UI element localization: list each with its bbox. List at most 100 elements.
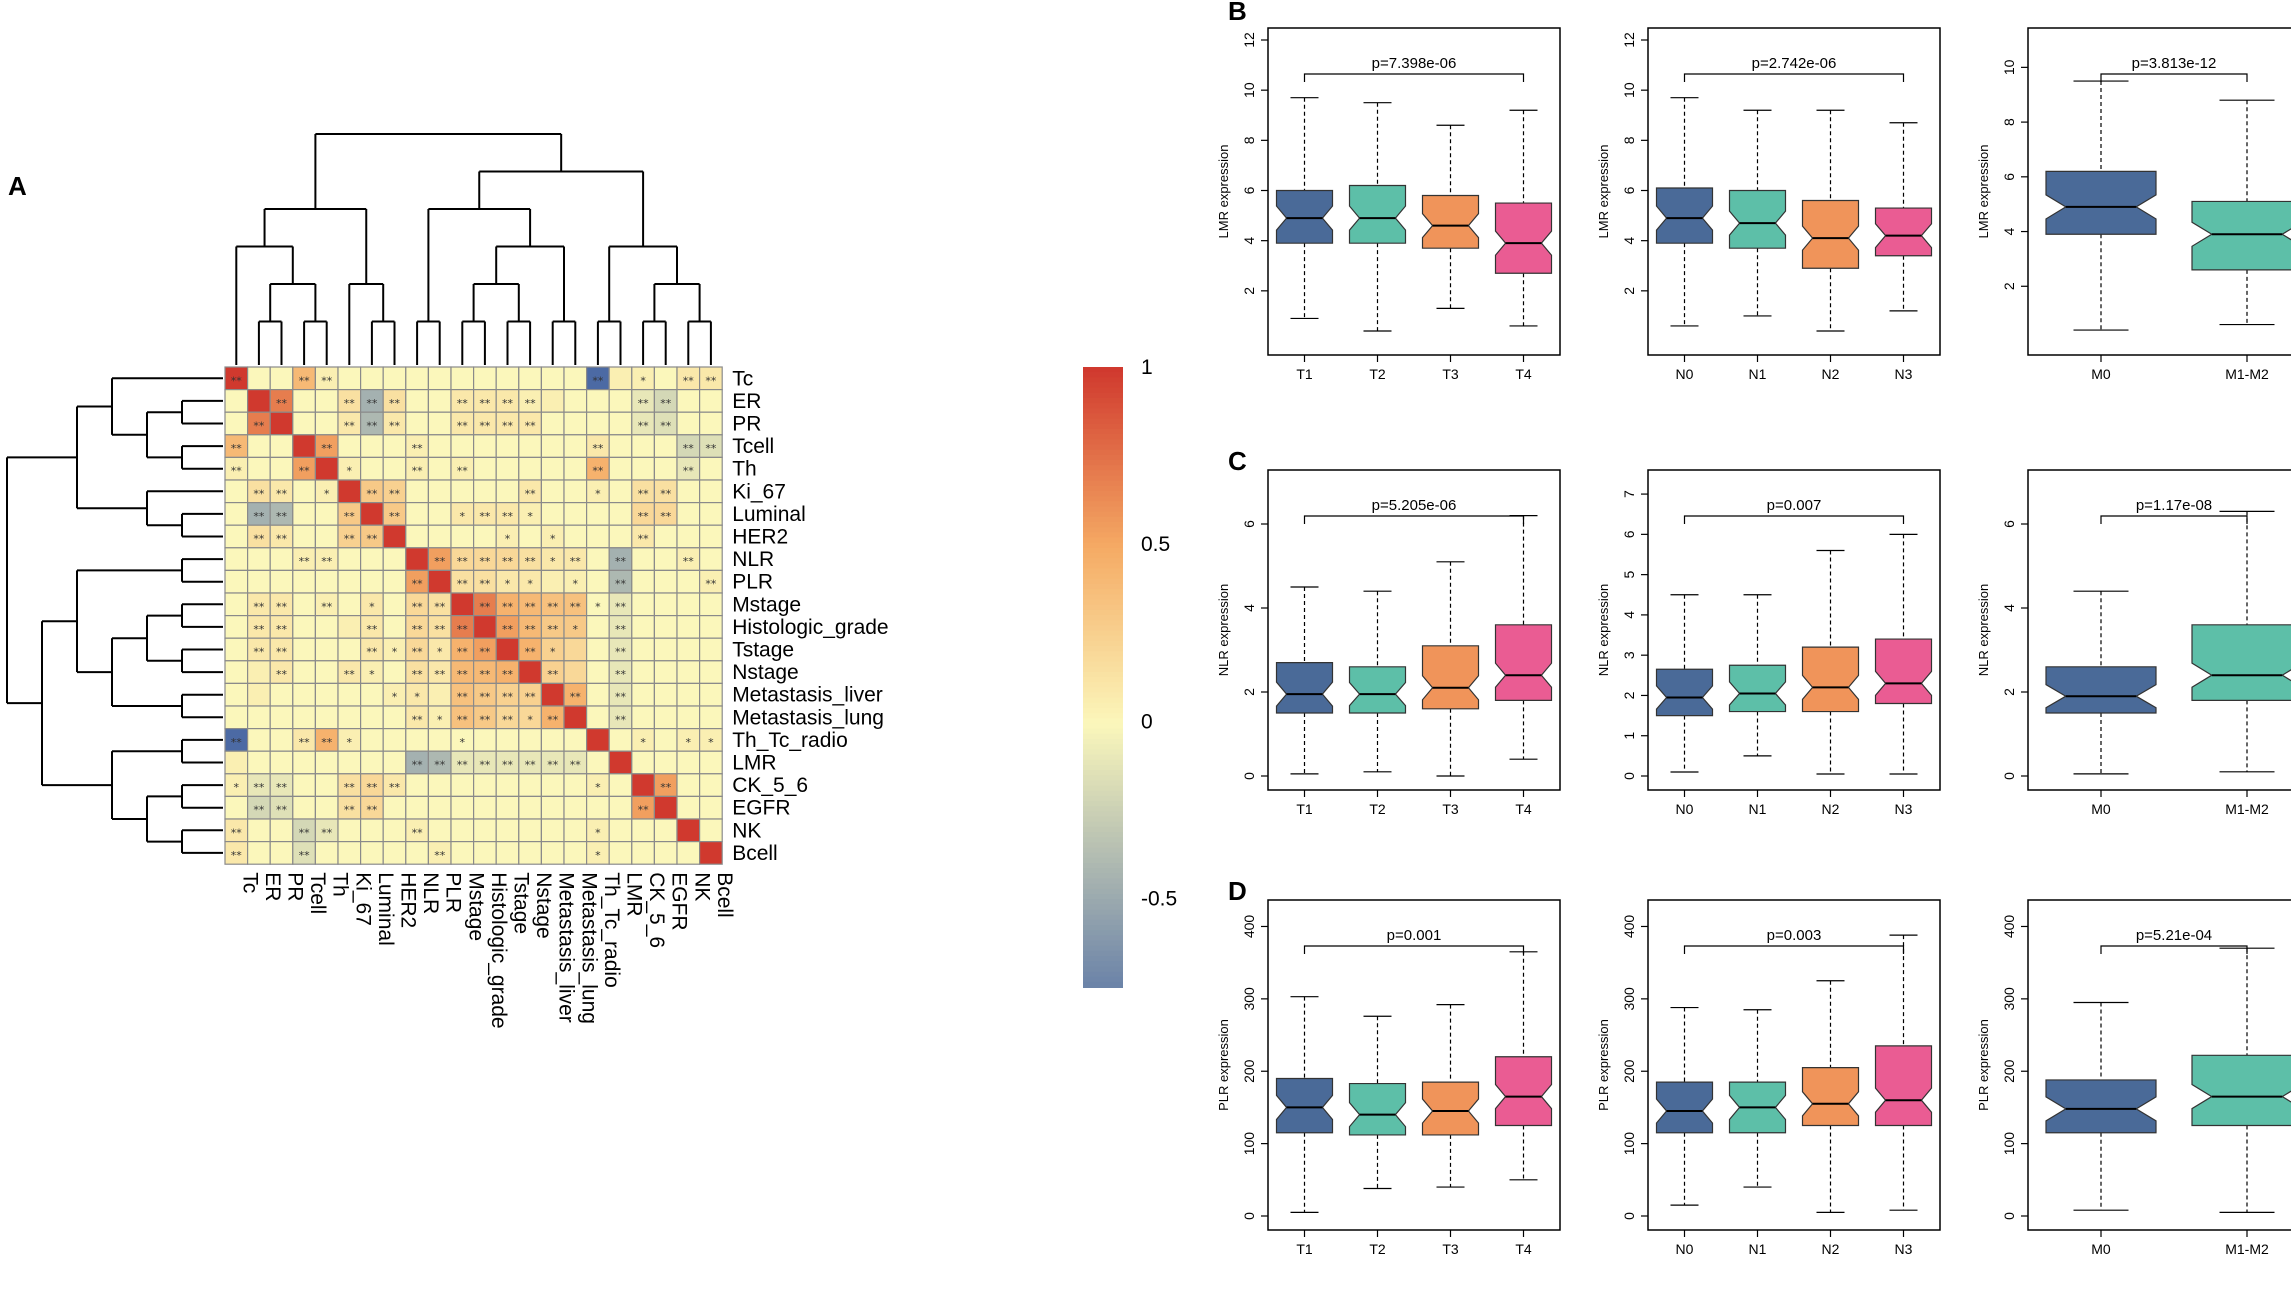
heatmap-cell xyxy=(337,818,362,843)
heatmap-cell xyxy=(314,705,339,730)
y-tick-label: 0 xyxy=(2001,772,2017,780)
heatmap-cell xyxy=(450,479,475,504)
heatmap-cell xyxy=(224,592,249,617)
heatmap-cell xyxy=(224,547,249,571)
y-tick-label: 4 xyxy=(1621,611,1637,619)
heatmap-cell xyxy=(563,660,588,684)
heatmap-cell xyxy=(518,660,542,684)
significance-mark: * xyxy=(686,736,692,749)
heatmap-cell xyxy=(382,750,407,775)
colorbar-step xyxy=(1083,728,1123,735)
heatmap-cell xyxy=(676,773,701,797)
colorbar-step xyxy=(1083,630,1123,637)
colorbar-step xyxy=(1083,646,1123,653)
panel-label-d: D xyxy=(1228,876,1247,906)
colorbar-step xyxy=(1083,981,1123,988)
column-label: Mstage xyxy=(464,872,487,941)
significance-mark: ** xyxy=(638,397,650,410)
heatmap-cell xyxy=(247,727,271,752)
heatmap-cell xyxy=(653,705,678,730)
heatmap-cell xyxy=(698,773,723,797)
heatmap-cell xyxy=(337,614,362,639)
significance-mark: ** xyxy=(412,713,424,726)
y-tick-label: 2 xyxy=(1621,691,1637,699)
significance-mark: ** xyxy=(525,623,537,636)
box xyxy=(1801,1067,1860,1127)
colorbar-step xyxy=(1083,496,1123,503)
column-label: NK xyxy=(690,872,713,901)
colorbar-step xyxy=(1083,837,1123,844)
significance-mark: ** xyxy=(638,487,650,500)
colorbar-step xyxy=(1083,847,1123,854)
heatmap-cell xyxy=(382,614,407,639)
heatmap-cell xyxy=(676,614,701,639)
heatmap-cell xyxy=(269,727,294,752)
heatmap-cell xyxy=(405,366,429,391)
colorbar-step xyxy=(1083,527,1123,534)
colorbar-step xyxy=(1083,795,1123,802)
pvalue-label: p=1.17e-08 xyxy=(2136,497,2212,514)
heatmap-cell xyxy=(676,411,701,436)
significance-mark: ** xyxy=(525,646,537,659)
colorbar-step xyxy=(1083,470,1123,477)
heatmap-cell xyxy=(292,524,316,549)
heatmap-cell xyxy=(631,456,655,481)
heatmap-cell xyxy=(247,750,271,775)
significance-mark: ** xyxy=(412,646,424,659)
box xyxy=(1494,624,1553,702)
x-tick-label: T3 xyxy=(1442,366,1459,382)
column-label: PLR xyxy=(442,872,465,913)
heatmap-cell xyxy=(631,547,655,571)
significance-mark: ** xyxy=(705,374,717,387)
heatmap-cell xyxy=(360,840,384,865)
significance-mark: ** xyxy=(412,826,424,839)
column-label: Histologic_grade xyxy=(487,872,510,1028)
colorbar-step xyxy=(1083,687,1123,694)
y-tick-label: 6 xyxy=(2001,520,2017,528)
heatmap-cell xyxy=(382,456,407,481)
y-tick-label: 6 xyxy=(1241,186,1257,194)
significance-mark: ** xyxy=(321,826,333,839)
significance-mark: * xyxy=(369,668,375,681)
y-tick-label: 300 xyxy=(1621,987,1637,1011)
heatmap-cell xyxy=(585,750,610,775)
y-tick-label: 4 xyxy=(2001,227,2017,235)
heatmap-cell xyxy=(292,795,316,820)
heatmap-cell xyxy=(382,727,407,752)
significance-mark: ** xyxy=(479,600,491,613)
heatmap-cell xyxy=(292,705,316,730)
heatmap-cell xyxy=(585,389,610,413)
heatmap-cell xyxy=(269,366,294,391)
colorbar-step xyxy=(1083,604,1123,611)
significance-mark: ** xyxy=(276,397,288,410)
heatmap-cell xyxy=(585,502,610,526)
box xyxy=(1348,1082,1407,1136)
heatmap-cell xyxy=(337,479,362,504)
heatmap-cell xyxy=(698,614,723,639)
significance-mark: ** xyxy=(366,420,378,433)
pvalue-label: p=3.813e-12 xyxy=(2132,55,2217,72)
heatmap-cell xyxy=(653,682,678,707)
significance-mark: ** xyxy=(412,465,424,478)
x-tick-label: T1 xyxy=(1296,801,1313,817)
pvalue-label: p=5.21e-04 xyxy=(2136,927,2212,944)
significance-mark: ** xyxy=(457,646,469,659)
significance-mark: ** xyxy=(412,623,424,636)
colorbar-step xyxy=(1083,501,1123,508)
pvalue-label: p=2.742e-06 xyxy=(1752,55,1837,72)
box xyxy=(1494,1056,1553,1127)
significance-mark: ** xyxy=(525,487,537,500)
significance-mark: * xyxy=(573,578,579,591)
pvalue-bracket xyxy=(1683,73,1905,82)
x-tick-label: M0 xyxy=(2091,366,2111,382)
heatmap-cell xyxy=(585,705,610,730)
significance-mark: ** xyxy=(525,600,537,613)
heatmap-cell xyxy=(653,592,678,617)
colorbar-step xyxy=(1083,739,1123,746)
heatmap-cell xyxy=(585,637,610,662)
colorbar-step xyxy=(1083,522,1123,529)
box xyxy=(1801,199,1860,269)
column-label: EGFR xyxy=(668,872,691,930)
y-tick-label: 200 xyxy=(1241,1059,1257,1083)
heatmap-cell xyxy=(540,502,565,526)
